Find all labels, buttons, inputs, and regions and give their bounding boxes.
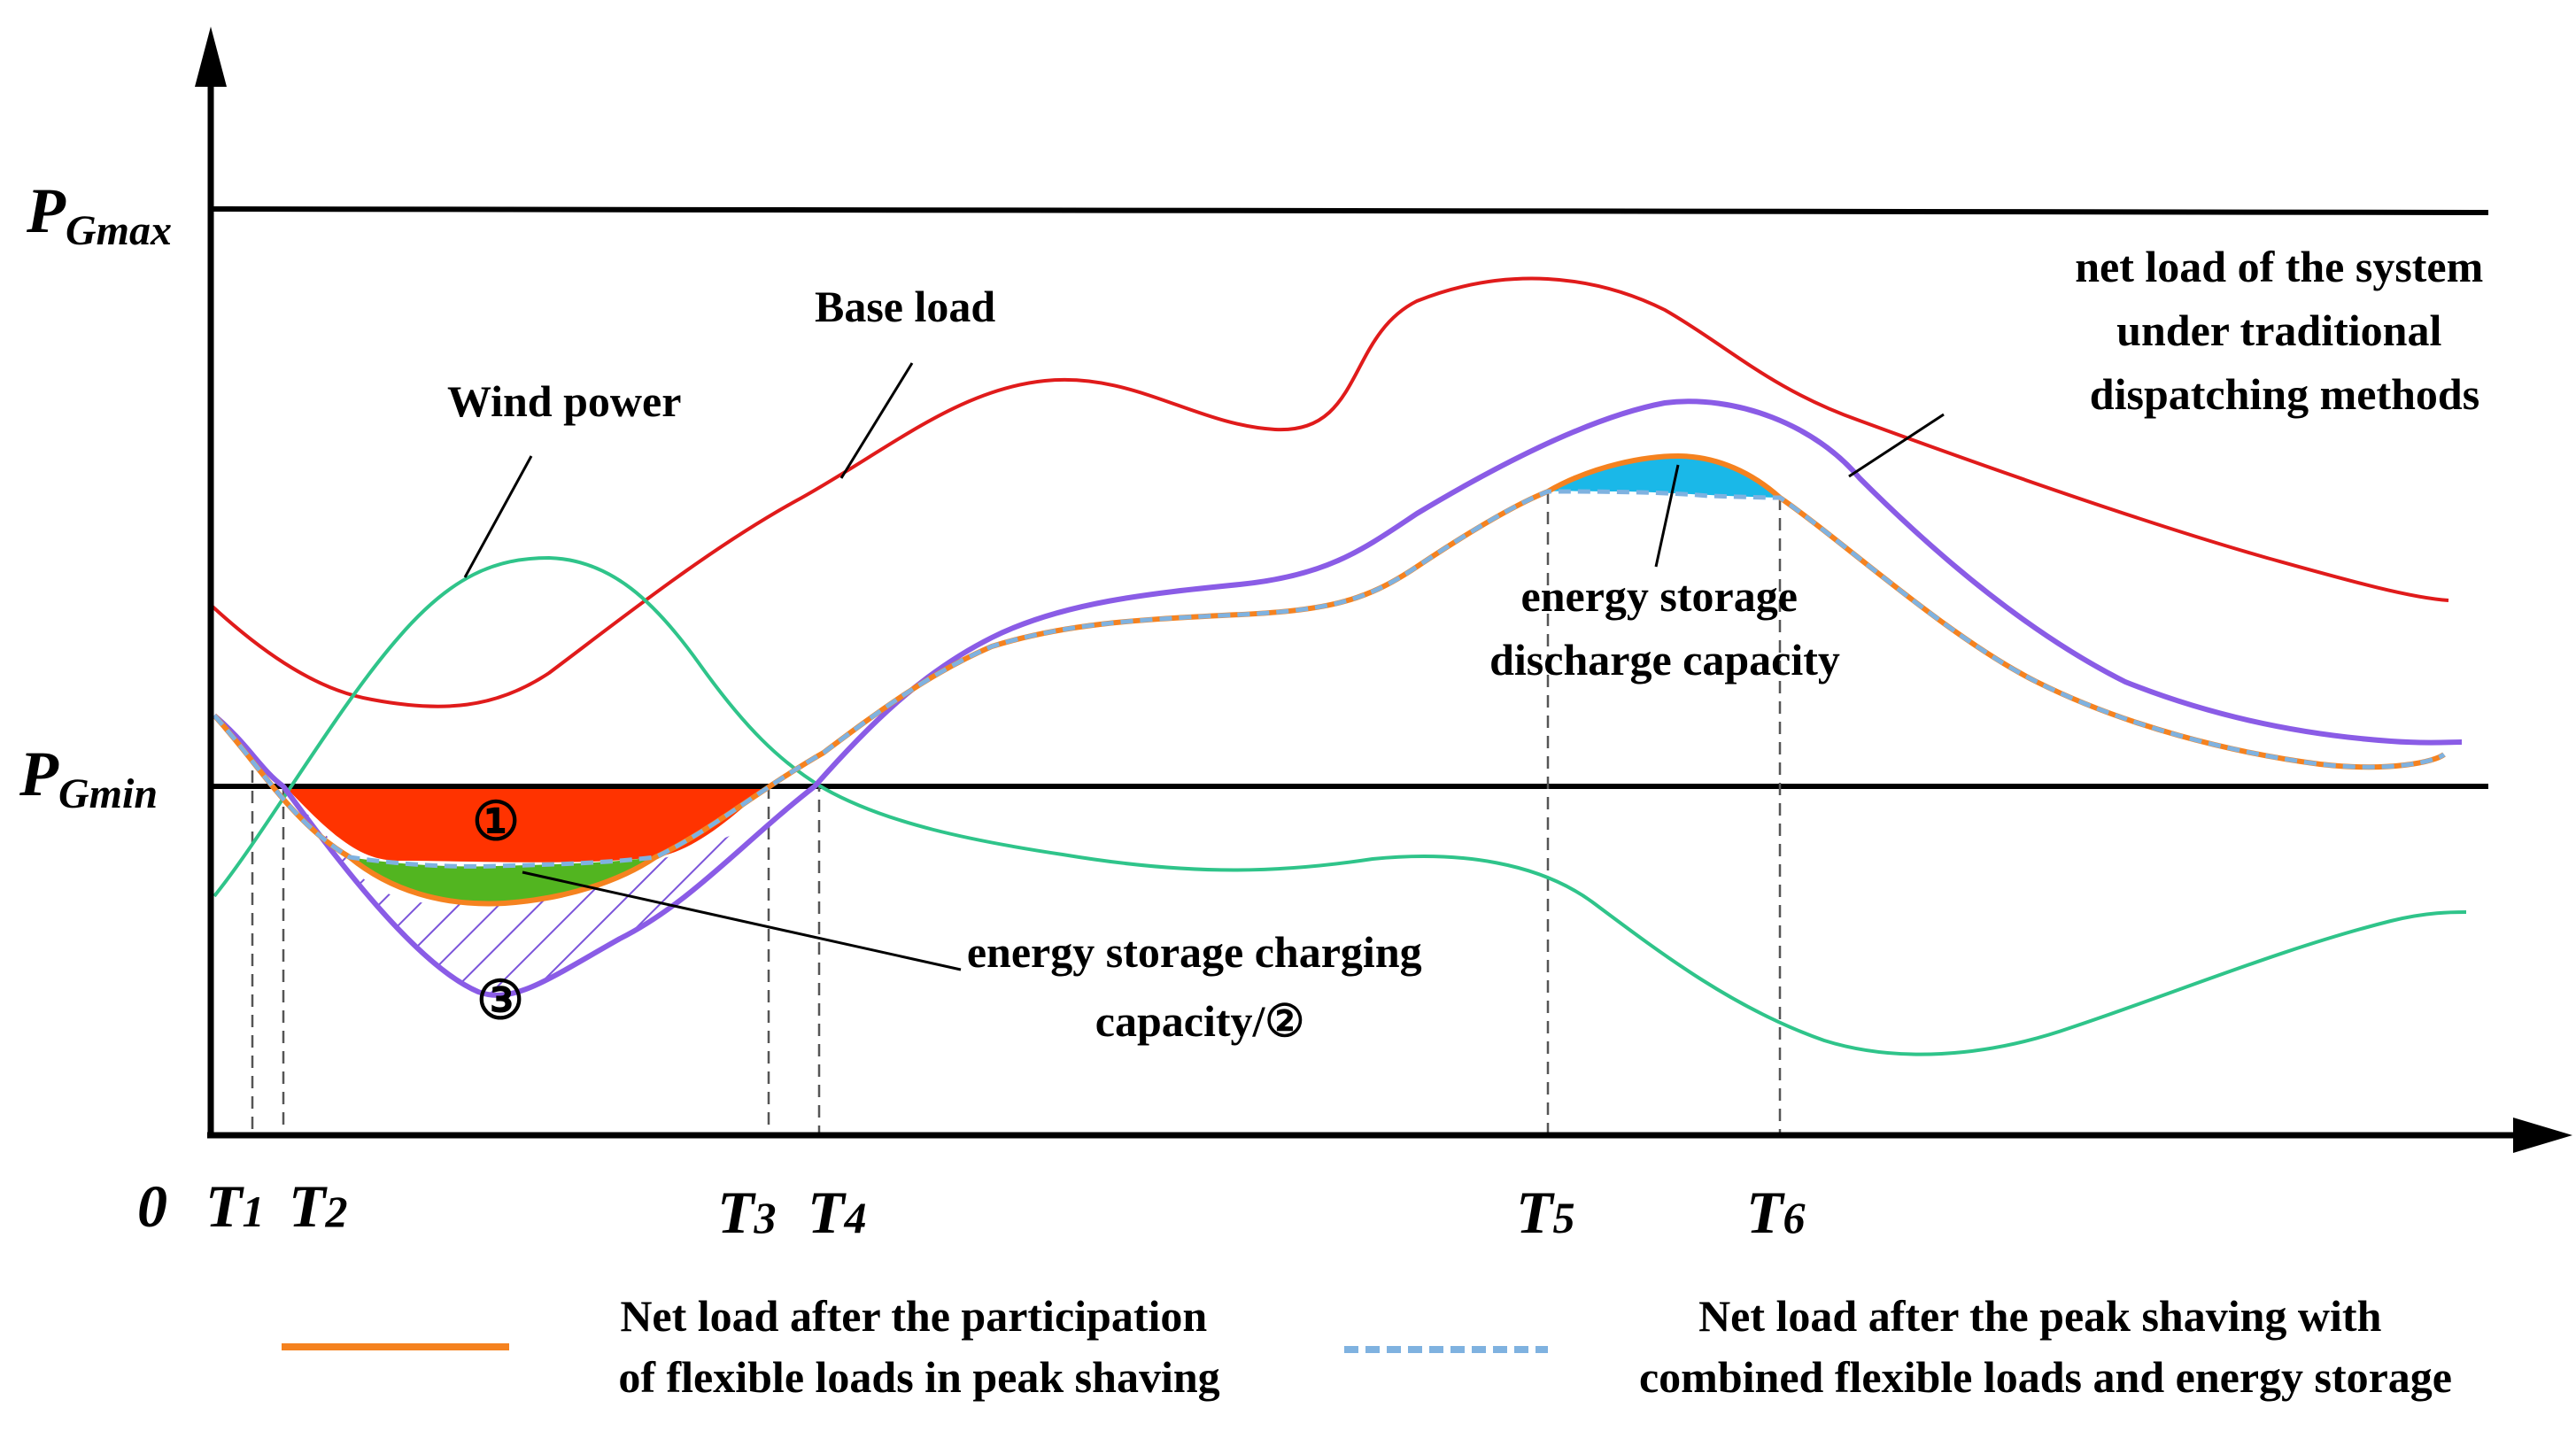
legend-combined-line-1: Net load after the peak shaving with bbox=[1698, 1291, 2382, 1341]
x-axis-arrow bbox=[2513, 1118, 2572, 1153]
pgmax-line bbox=[210, 206, 2489, 215]
t2-sub: 2 bbox=[325, 1187, 348, 1236]
region-2-charging-area bbox=[350, 857, 655, 904]
t6-sub: 6 bbox=[1783, 1193, 1806, 1242]
region-3-marker: ③ bbox=[476, 971, 524, 1030]
t2-label: T2 bbox=[289, 1172, 348, 1240]
t3-label: T3 bbox=[717, 1179, 777, 1246]
t4-label: T4 bbox=[808, 1179, 867, 1246]
t1-main: T bbox=[205, 1172, 244, 1240]
t3-main: T bbox=[717, 1179, 756, 1246]
legend-combined-line-2: combined flexible loads and energy stora… bbox=[1639, 1352, 2452, 1402]
pgmax-sub: Gmax bbox=[66, 207, 172, 254]
t2-main: T bbox=[289, 1172, 328, 1240]
discharge-capacity-label: energy storage discharge capacity bbox=[1489, 571, 1840, 685]
base-load-leader bbox=[839, 362, 914, 479]
net-traditional-line-2: under traditional bbox=[2116, 306, 2441, 355]
net-load-traditional-curve bbox=[213, 398, 2463, 998]
y-axis-arrow bbox=[195, 27, 227, 87]
pgmax-label: PGmax bbox=[26, 175, 172, 254]
charging-capacity-label: energy storage charging capacity/② bbox=[967, 927, 1433, 1046]
region-1-marker: ① bbox=[472, 793, 520, 851]
t5-label: T5 bbox=[1516, 1179, 1575, 1246]
t6-label: T6 bbox=[1746, 1179, 1806, 1246]
t5-main: T bbox=[1516, 1179, 1555, 1246]
legend-flex-line-1: Net load after the participation bbox=[620, 1291, 1207, 1341]
t1-label: T1 bbox=[205, 1172, 265, 1240]
discharge-leader bbox=[1654, 464, 1680, 568]
wind-power-leader bbox=[463, 455, 533, 578]
t1-sub: 1 bbox=[243, 1187, 265, 1236]
t4-sub: 4 bbox=[844, 1193, 867, 1242]
net-traditional-label: net load of the system under traditional… bbox=[2075, 242, 2495, 419]
legend-flex-text: Net load after the participation of flex… bbox=[618, 1291, 1219, 1402]
base-load-label: Base load bbox=[815, 282, 995, 331]
charging-line-2: capacity/② bbox=[1095, 996, 1304, 1046]
combined-storage-net-curve bbox=[213, 489, 2446, 869]
t6-main: T bbox=[1746, 1179, 1785, 1246]
pgmin-label: PGmin bbox=[19, 739, 158, 817]
pgmax-main: P bbox=[26, 175, 66, 246]
legend-combined-text: Net load after the peak shaving with com… bbox=[1639, 1291, 2452, 1402]
net-traditional-leader bbox=[1848, 413, 1945, 478]
legend-flex-line-2: of flexible loads in peak shaving bbox=[618, 1352, 1219, 1402]
origin-label: 0 bbox=[137, 1172, 167, 1240]
t3-sub: 3 bbox=[754, 1193, 777, 1242]
t4-main: T bbox=[808, 1179, 847, 1246]
discharge-line-1: energy storage bbox=[1521, 571, 1798, 621]
wind-power-label: Wind power bbox=[447, 376, 681, 426]
discharge-capacity-area bbox=[1548, 456, 1780, 498]
discharge-line-2: discharge capacity bbox=[1489, 635, 1840, 685]
net-traditional-line-3: dispatching methods bbox=[2090, 369, 2479, 419]
t5-sub: 5 bbox=[1553, 1193, 1575, 1242]
wind-power-curve bbox=[213, 555, 2467, 1056]
base-load-curve bbox=[211, 276, 2449, 708]
net-traditional-line-1: net load of the system bbox=[2075, 242, 2483, 291]
time-marker-lines bbox=[251, 491, 1782, 1135]
charging-leader bbox=[522, 870, 962, 971]
pgmin-sub: Gmin bbox=[58, 770, 158, 817]
region-1-peak-shaving-area bbox=[285, 786, 767, 862]
pgmin-main: P bbox=[19, 739, 59, 809]
legend: Net load after the participation of flex… bbox=[282, 1291, 2452, 1402]
charging-line-1: energy storage charging bbox=[967, 927, 1422, 977]
